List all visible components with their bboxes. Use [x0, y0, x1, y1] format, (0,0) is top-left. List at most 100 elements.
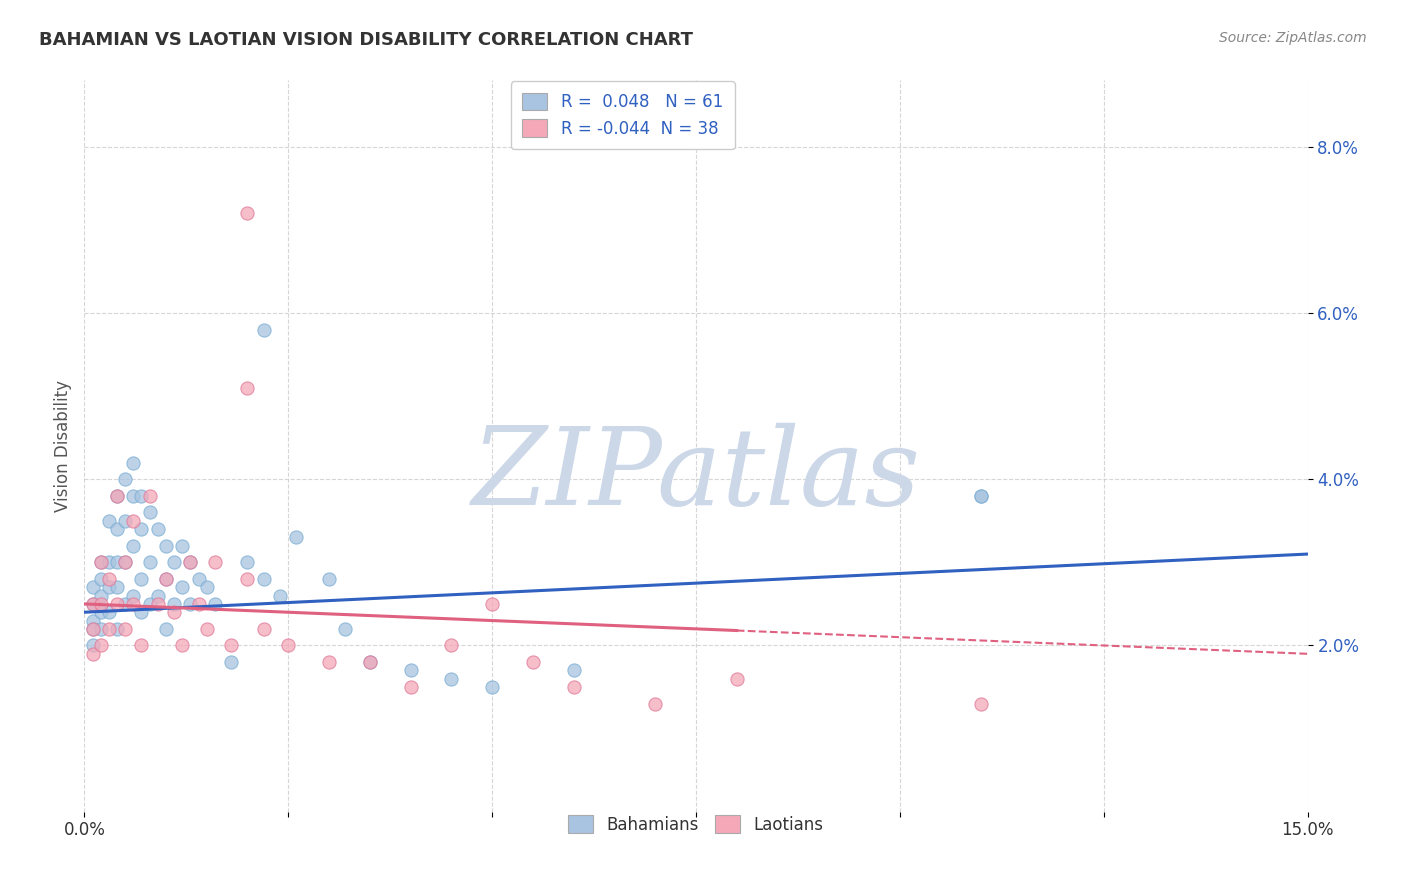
Point — [90, 589, 112, 603]
Point — [82, 639, 104, 653]
Point — [90, 622, 112, 636]
Point — [105, 622, 128, 636]
Point — [155, 539, 177, 553]
Point — [131, 522, 153, 536]
Point — [122, 539, 145, 553]
Point — [146, 597, 169, 611]
Point — [138, 489, 160, 503]
Point — [644, 697, 666, 711]
Point — [97, 514, 120, 528]
Point — [253, 572, 276, 586]
Point — [318, 572, 340, 586]
Point — [122, 456, 145, 470]
Point — [105, 555, 128, 569]
Point — [440, 672, 463, 686]
Point — [163, 555, 186, 569]
Point — [399, 680, 422, 694]
Point — [97, 580, 120, 594]
Point — [970, 697, 993, 711]
Point — [399, 664, 422, 678]
Point — [163, 597, 186, 611]
Point — [82, 614, 104, 628]
Point — [187, 572, 209, 586]
Point — [105, 489, 128, 503]
Point — [236, 572, 259, 586]
Point — [335, 622, 357, 636]
Point — [155, 622, 177, 636]
Point — [204, 555, 226, 569]
Point — [97, 555, 120, 569]
Point — [82, 622, 104, 636]
Point — [90, 639, 112, 653]
Point — [155, 572, 177, 586]
Point — [219, 639, 242, 653]
Point — [122, 597, 145, 611]
Point — [204, 597, 226, 611]
Text: ZIPatlas: ZIPatlas — [471, 423, 921, 528]
Point — [82, 647, 104, 661]
Point — [236, 381, 259, 395]
Point — [105, 489, 128, 503]
Point — [114, 472, 136, 486]
Point — [219, 655, 242, 669]
Point — [195, 622, 218, 636]
Point — [122, 489, 145, 503]
Text: Vision Disability: Vision Disability — [55, 380, 72, 512]
Point — [179, 555, 201, 569]
Point — [146, 522, 169, 536]
Point — [97, 605, 120, 619]
Point — [114, 622, 136, 636]
Point — [105, 597, 128, 611]
Point — [440, 639, 463, 653]
Point — [481, 597, 503, 611]
Point — [172, 639, 194, 653]
Point — [359, 655, 381, 669]
Point — [131, 572, 153, 586]
Text: BAHAMIAN VS LAOTIAN VISION DISABILITY CORRELATION CHART: BAHAMIAN VS LAOTIAN VISION DISABILITY CO… — [39, 31, 693, 49]
Legend: Bahamians, Laotians: Bahamians, Laotians — [558, 805, 834, 844]
Point — [562, 680, 585, 694]
Point — [138, 597, 160, 611]
Point — [122, 589, 145, 603]
Point — [82, 597, 104, 611]
Point — [90, 572, 112, 586]
Point — [195, 580, 218, 594]
Point — [725, 672, 748, 686]
Point — [90, 597, 112, 611]
Point — [138, 555, 160, 569]
Point — [359, 655, 381, 669]
Point — [179, 555, 201, 569]
Point — [970, 489, 993, 503]
Point — [146, 589, 169, 603]
Point — [90, 605, 112, 619]
Point — [970, 489, 993, 503]
Point — [277, 639, 299, 653]
Point — [114, 555, 136, 569]
Point — [318, 655, 340, 669]
Point — [105, 522, 128, 536]
Point — [163, 605, 186, 619]
Point — [97, 572, 120, 586]
Point — [97, 622, 120, 636]
Point — [285, 530, 308, 544]
Point — [253, 323, 276, 337]
Point — [155, 572, 177, 586]
Point — [253, 622, 276, 636]
Point — [138, 506, 160, 520]
Point — [105, 580, 128, 594]
Point — [131, 639, 153, 653]
Point — [522, 655, 544, 669]
Text: Source: ZipAtlas.com: Source: ZipAtlas.com — [1219, 31, 1367, 45]
Point — [172, 580, 194, 594]
Point — [82, 622, 104, 636]
Point — [90, 555, 112, 569]
Point — [131, 489, 153, 503]
Point — [114, 514, 136, 528]
Point — [172, 539, 194, 553]
Point — [236, 555, 259, 569]
Point — [187, 597, 209, 611]
Point — [114, 555, 136, 569]
Point — [114, 597, 136, 611]
Point — [179, 597, 201, 611]
Point — [481, 680, 503, 694]
